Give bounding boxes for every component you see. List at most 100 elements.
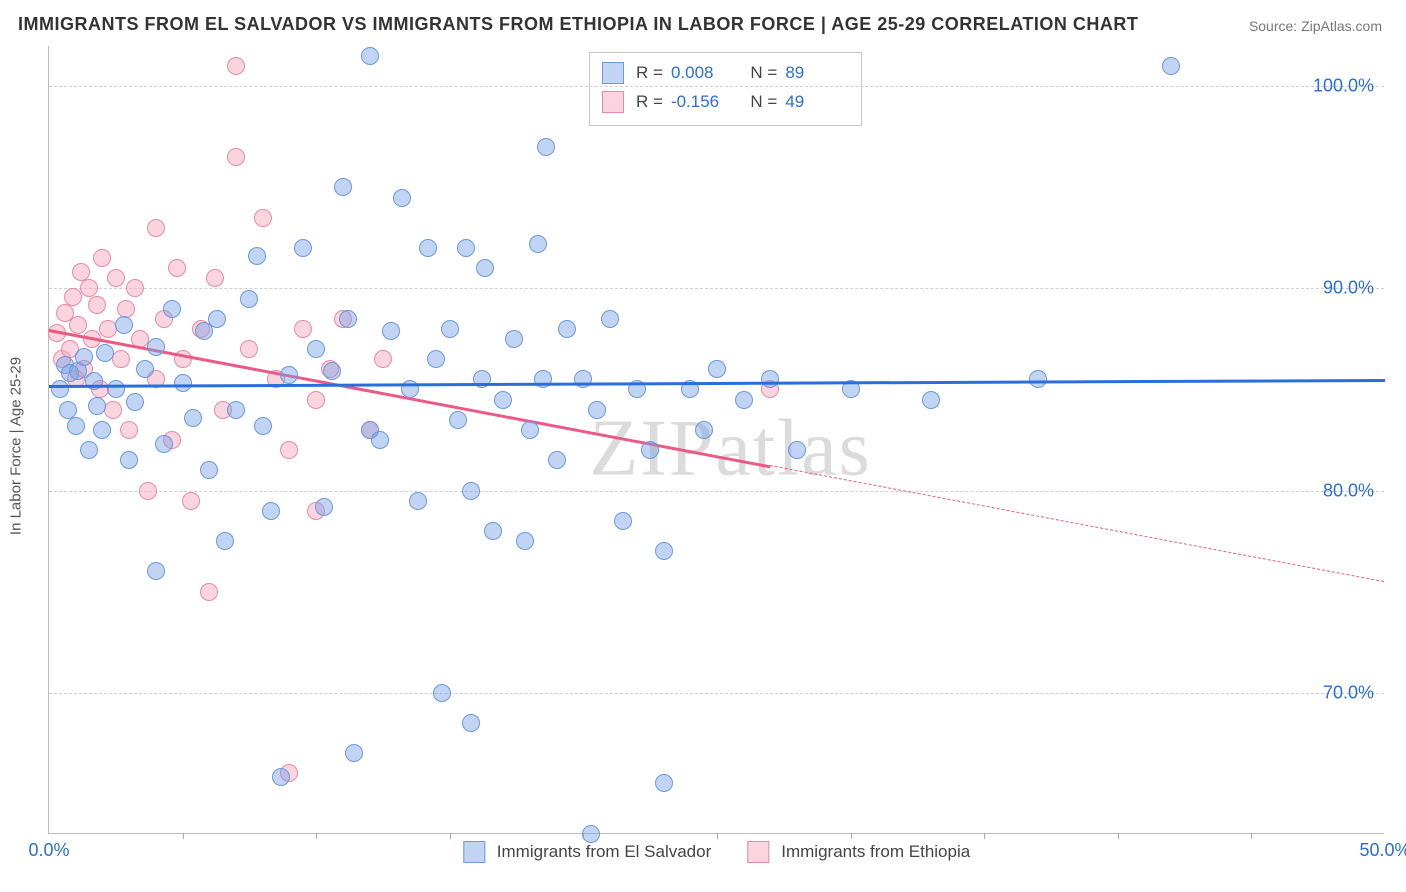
scatter-point-pink — [112, 350, 130, 368]
n-value-pink: 49 — [785, 88, 847, 117]
gridline — [49, 491, 1384, 492]
x-tick-mark — [316, 833, 317, 839]
correlation-row-pink: R = -0.156 N = 49 — [602, 88, 847, 117]
scatter-point-blue — [708, 360, 726, 378]
scatter-point-pink — [168, 259, 186, 277]
scatter-point-blue — [248, 247, 266, 265]
scatter-point-pink — [280, 441, 298, 459]
x-tick-mark — [450, 833, 451, 839]
swatch-blue — [602, 62, 624, 84]
scatter-point-blue — [361, 47, 379, 65]
scatter-point-blue — [409, 492, 427, 510]
n-label: N = — [741, 88, 777, 117]
scatter-point-blue — [393, 189, 411, 207]
x-tick-mark — [851, 833, 852, 839]
y-tick-label: 70.0% — [1323, 682, 1374, 703]
scatter-point-blue — [200, 461, 218, 479]
scatter-point-blue — [582, 825, 600, 843]
scatter-point-pink — [88, 296, 106, 314]
x-tick-mark — [1118, 833, 1119, 839]
scatter-point-blue — [126, 393, 144, 411]
scatter-point-blue — [93, 421, 111, 439]
scatter-point-blue — [280, 366, 298, 384]
scatter-point-blue — [163, 300, 181, 318]
n-label: N = — [741, 59, 777, 88]
x-tick-label: 0.0% — [28, 840, 69, 861]
legend-bottom: Immigrants from El Salvador Immigrants f… — [463, 841, 970, 863]
scatter-point-blue — [339, 310, 357, 328]
scatter-point-blue — [588, 401, 606, 419]
scatter-point-pink — [294, 320, 312, 338]
scatter-point-pink — [200, 583, 218, 601]
scatter-point-blue — [516, 532, 534, 550]
scatter-point-blue — [534, 370, 552, 388]
scatter-point-blue — [473, 370, 491, 388]
x-tick-mark — [984, 833, 985, 839]
scatter-point-blue — [1162, 57, 1180, 75]
legend-item-blue: Immigrants from El Salvador — [463, 841, 711, 863]
x-tick-mark — [717, 833, 718, 839]
scatter-point-blue — [216, 532, 234, 550]
scatter-point-pink — [139, 482, 157, 500]
scatter-point-blue — [529, 235, 547, 253]
correlation-row-blue: R = 0.008 N = 89 — [602, 59, 847, 88]
r-label: R = — [636, 88, 663, 117]
correlation-legend: R = 0.008 N = 89 R = -0.156 N = 49 — [589, 52, 862, 126]
scatter-point-blue — [462, 482, 480, 500]
scatter-point-blue — [601, 310, 619, 328]
scatter-point-blue — [484, 522, 502, 540]
scatter-point-blue — [315, 498, 333, 516]
scatter-point-blue — [136, 360, 154, 378]
scatter-point-blue — [155, 435, 173, 453]
scatter-point-blue — [655, 542, 673, 560]
scatter-point-blue — [294, 239, 312, 257]
y-axis-label: In Labor Force | Age 25-29 — [8, 357, 25, 535]
scatter-point-blue — [922, 391, 940, 409]
scatter-point-pink — [93, 249, 111, 267]
swatch-pink — [747, 841, 769, 863]
n-value-blue: 89 — [785, 59, 847, 88]
scatter-point-blue — [51, 380, 69, 398]
scatter-point-pink — [240, 340, 258, 358]
scatter-point-blue — [85, 372, 103, 390]
scatter-point-blue — [735, 391, 753, 409]
scatter-point-blue — [67, 417, 85, 435]
scatter-point-pink — [104, 401, 122, 419]
scatter-point-blue — [371, 431, 389, 449]
scatter-point-blue — [494, 391, 512, 409]
scatter-point-pink — [147, 219, 165, 237]
scatter-point-blue — [788, 441, 806, 459]
scatter-point-blue — [88, 397, 106, 415]
scatter-point-blue — [441, 320, 459, 338]
r-value-pink: -0.156 — [671, 88, 733, 117]
scatter-point-pink — [227, 148, 245, 166]
scatter-point-blue — [521, 421, 539, 439]
scatter-point-blue — [558, 320, 576, 338]
scatter-point-blue — [75, 348, 93, 366]
scatter-point-blue — [115, 316, 133, 334]
scatter-point-pink — [120, 421, 138, 439]
scatter-point-blue — [262, 502, 280, 520]
scatter-point-blue — [548, 451, 566, 469]
scatter-point-blue — [208, 310, 226, 328]
scatter-point-pink — [374, 350, 392, 368]
legend-label-pink: Immigrants from Ethiopia — [781, 842, 970, 862]
scatter-point-blue — [641, 441, 659, 459]
scatter-point-blue — [574, 370, 592, 388]
y-tick-label: 100.0% — [1313, 76, 1374, 97]
y-tick-label: 90.0% — [1323, 278, 1374, 299]
swatch-blue — [463, 841, 485, 863]
scatter-point-blue — [505, 330, 523, 348]
scatter-point-pink — [182, 492, 200, 510]
scatter-point-blue — [419, 239, 437, 257]
scatter-point-blue — [614, 512, 632, 530]
scatter-point-blue — [227, 401, 245, 419]
scatter-point-blue — [254, 417, 272, 435]
watermark-text: ZIPatlas — [589, 403, 872, 494]
scatter-point-blue — [655, 774, 673, 792]
scatter-point-pink — [206, 269, 224, 287]
chart-plot-area: ZIPatlas R = 0.008 N = 89 R = -0.156 N =… — [48, 46, 1384, 834]
source-label: Source: ZipAtlas.com — [1249, 18, 1382, 34]
legend-item-pink: Immigrants from Ethiopia — [747, 841, 970, 863]
scatter-point-blue — [1029, 370, 1047, 388]
